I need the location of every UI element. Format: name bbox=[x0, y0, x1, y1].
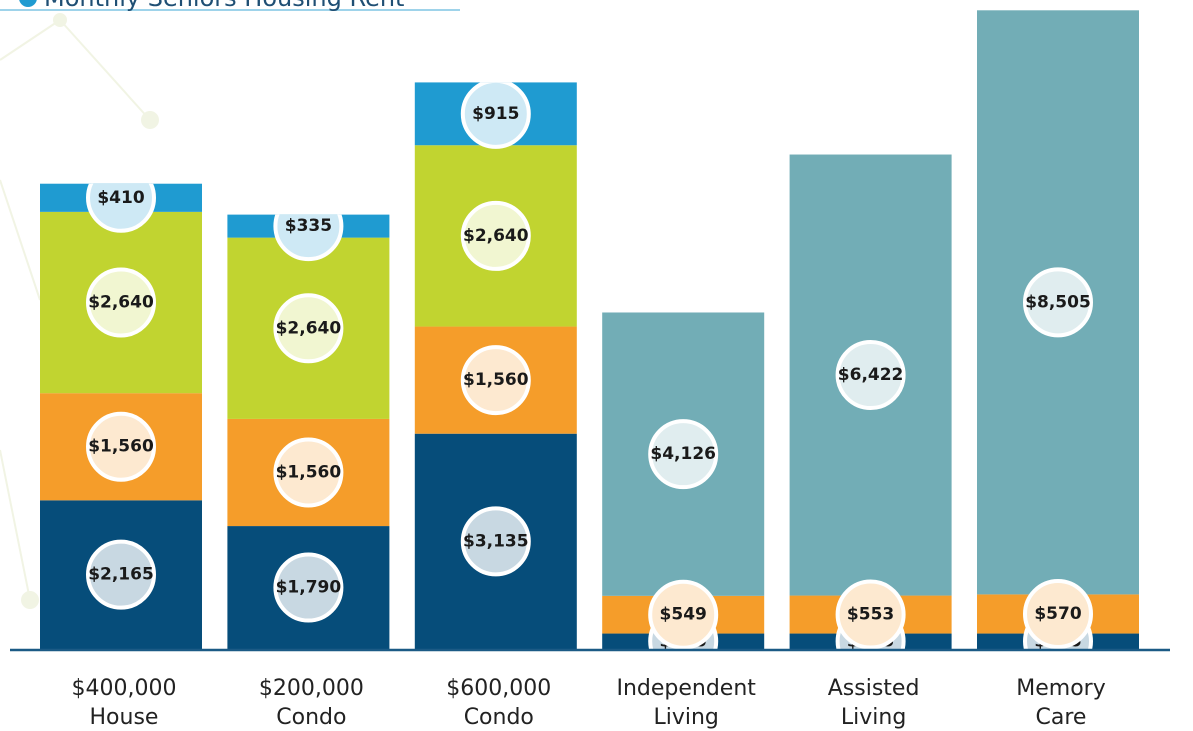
x-tick-label: Living bbox=[653, 705, 718, 730]
value-badge bbox=[460, 200, 531, 271]
bars: $2,165 $1,560 $2,640 $410 $1,790 $1,560 $2,640… bbox=[40, 10, 1139, 651]
value-label: $3,135 bbox=[463, 531, 529, 551]
value-badge bbox=[460, 345, 531, 416]
value-label: $6,422 bbox=[838, 365, 904, 385]
value-badge bbox=[86, 183, 156, 233]
value-badge bbox=[648, 419, 719, 490]
value-label: $335 bbox=[285, 216, 332, 236]
background-pattern bbox=[0, 13, 159, 609]
value-badge bbox=[1023, 578, 1093, 649]
value-badge bbox=[648, 579, 719, 649]
value-label: $2,640 bbox=[276, 318, 342, 338]
value-badge bbox=[86, 411, 156, 482]
x-tick-label: Care bbox=[1036, 705, 1087, 730]
x-tick-label: Assisted bbox=[828, 676, 920, 701]
value-label: $2,640 bbox=[463, 226, 529, 246]
x-tick-label: Condo bbox=[276, 705, 346, 730]
value-label: $1,560 bbox=[88, 437, 154, 457]
value-label: $549 bbox=[660, 605, 707, 625]
x-tick-label: House bbox=[90, 705, 159, 730]
x-tick-label: $600,000 bbox=[446, 676, 551, 701]
value-label: $1,560 bbox=[276, 462, 342, 482]
x-tick-label: $200,000 bbox=[259, 676, 364, 701]
value-badge bbox=[835, 579, 906, 649]
value-label: $1,790 bbox=[276, 578, 342, 598]
title-icon bbox=[19, 0, 37, 7]
x-tick-label: Independent bbox=[616, 676, 756, 701]
value-label: $1,560 bbox=[463, 370, 529, 390]
value-badge bbox=[273, 214, 344, 262]
value-badge bbox=[86, 267, 156, 338]
x-tick-label: Living bbox=[841, 705, 906, 730]
value-badge bbox=[273, 293, 344, 364]
value-label: $8,505 bbox=[1025, 292, 1091, 312]
x-tick-label: Condo bbox=[464, 705, 534, 730]
value-label: $410 bbox=[97, 188, 144, 208]
value-label: $4,126 bbox=[650, 444, 716, 464]
value-label: $553 bbox=[847, 605, 894, 625]
value-badge bbox=[460, 82, 531, 149]
value-badge bbox=[1023, 267, 1093, 338]
x-tick-label: Memory bbox=[1016, 676, 1105, 701]
value-label: $2,640 bbox=[88, 293, 154, 313]
value-label: $915 bbox=[472, 104, 519, 124]
value-label: $2,165 bbox=[88, 565, 154, 585]
x-tick-label: $400,000 bbox=[72, 676, 177, 701]
chart-title: Monthly Seniors Housing Rent bbox=[44, 0, 404, 12]
value-badge bbox=[835, 340, 906, 411]
value-badge bbox=[86, 539, 156, 610]
value-label: $570 bbox=[1034, 604, 1081, 624]
value-badge bbox=[460, 506, 531, 577]
value-badge bbox=[273, 552, 344, 623]
value-badge bbox=[273, 437, 344, 508]
